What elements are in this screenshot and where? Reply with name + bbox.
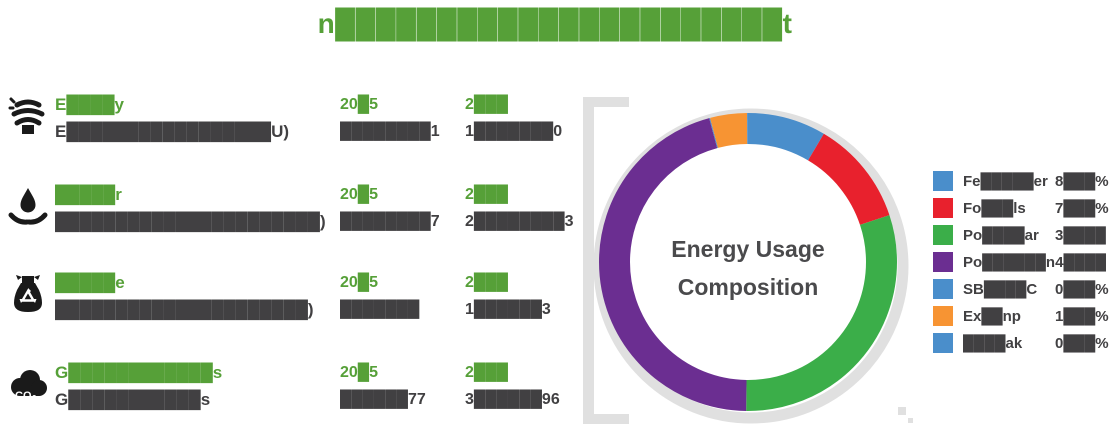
metric-row-water: █████r ██████████████████████) 20█5 ████…	[8, 184, 573, 250]
year-col-header: 2███	[465, 96, 508, 113]
legend-item: ████ak 0███%	[933, 333, 1109, 353]
legend-value: 0███%	[1055, 280, 1109, 298]
donut-slice	[599, 113, 897, 411]
metric-subtitle: G███████████s	[55, 390, 211, 409]
legend-value: 1███%	[1055, 307, 1109, 325]
legend-swatch	[933, 333, 953, 353]
frame-bracket-left-top	[583, 97, 629, 107]
year-col-value: ████████1	[340, 123, 440, 140]
deco-square	[908, 418, 913, 423]
waste-bag-recycle-icon	[14, 275, 42, 312]
year-col-value: 3██████96	[465, 391, 560, 408]
metric-subtitle: E█████████████████U)	[55, 122, 290, 141]
metric-row-waste: █████e █████████████████████) 20█5 █████…	[8, 272, 564, 338]
donut-center-line2: Composition	[677, 274, 819, 300]
legend-label: Fo███ls	[963, 199, 1026, 217]
metric-row-ghg: CO 2 G████████████s G███████████s 20█5 █…	[8, 362, 564, 428]
year-col-value: ██████77	[340, 391, 426, 408]
year-col-header: 2███	[465, 364, 508, 381]
metric-title: █████e	[55, 273, 125, 292]
legend-label: Po██████n	[963, 253, 1056, 271]
metric-subtitle: ██████████████████████)	[55, 212, 326, 231]
year-col-header: 20█5	[340, 274, 379, 291]
page-title: n██████████████████████t	[317, 8, 793, 39]
metric-row-energy: E████y E█████████████████U) 20█5 ███████…	[8, 94, 564, 160]
legend-item: Fo███ls 7███%	[933, 198, 1109, 218]
year-col-value: 1███████0	[465, 123, 563, 140]
year-col-header: 2███	[465, 186, 508, 203]
metric-subtitle: █████████████████████)	[55, 300, 314, 319]
donut-slice	[599, 113, 897, 411]
legend-value: 0███%	[1055, 334, 1109, 352]
hands-water-drop-icon	[8, 188, 48, 225]
legend-swatch	[933, 279, 953, 299]
metric-title: G████████████s	[55, 363, 223, 382]
legend-swatch	[933, 171, 953, 191]
year-col-header: 20█5	[340, 186, 379, 203]
year-col-value: 1██████3	[465, 301, 551, 318]
legend-item: SB████C 0███%	[933, 279, 1109, 299]
cfl-bulb-icon	[8, 97, 45, 134]
year-col-header: 2███	[465, 274, 508, 291]
donut-center-line1: Energy Usage	[671, 236, 825, 262]
legend-swatch	[933, 225, 953, 245]
legend-item: Po██████n 4████	[933, 252, 1109, 272]
metric-title: E████y	[55, 95, 124, 114]
legend-swatch	[933, 306, 953, 326]
year-col-value: 2████████3	[465, 213, 574, 230]
donut-center-label: Energy Usage Composition	[638, 230, 858, 306]
year-col-value: ███████	[340, 301, 420, 318]
svg-text:2: 2	[32, 394, 37, 403]
co2-cloud-icon: CO 2	[11, 370, 47, 403]
legend-item: Po████ar 3████	[933, 225, 1109, 245]
legend-label: Fe█████er	[963, 172, 1048, 190]
legend-value: 4████	[1055, 253, 1106, 271]
year-col-header: 20█5	[340, 96, 379, 113]
year-col-value: ████████7	[340, 213, 440, 230]
legend-swatch	[933, 198, 953, 218]
donut-chart	[593, 108, 909, 424]
legend-item: Fe█████er 8███%	[933, 171, 1109, 191]
svg-text:CO: CO	[15, 390, 32, 402]
legend-label: SB████C	[963, 280, 1038, 298]
legend-label: Po████ar	[963, 226, 1039, 244]
legend: Fe█████er 8███% Fo███ls 7███% Po████ar 3████ P…	[933, 171, 1109, 360]
legend-label: Ex██np	[963, 307, 1021, 325]
legend-item: Ex██np 1███%	[933, 306, 1109, 326]
legend-value: 7███%	[1055, 199, 1109, 217]
legend-value: 8███%	[1055, 172, 1109, 190]
legend-swatch	[933, 252, 953, 272]
frame-bracket-left	[583, 97, 594, 424]
deco-square	[898, 407, 906, 415]
year-col-header: 20█5	[340, 364, 379, 381]
metric-title: █████r	[55, 185, 122, 204]
legend-label: ████ak	[963, 334, 1023, 352]
donut-slice	[599, 113, 897, 411]
legend-value: 3████	[1055, 226, 1106, 244]
frame-bracket-left-bottom	[583, 414, 629, 424]
